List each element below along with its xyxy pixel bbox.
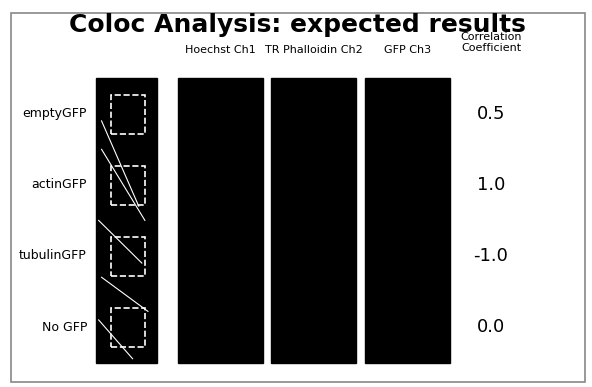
- Bar: [111, 237, 145, 276]
- Text: -1.0: -1.0: [474, 247, 509, 265]
- Bar: [178, 78, 263, 363]
- Text: Coloc Analysis: expected results: Coloc Analysis: expected results: [69, 13, 526, 37]
- FancyBboxPatch shape: [11, 13, 585, 382]
- Text: No GFP: No GFP: [41, 320, 87, 334]
- Text: tubulinGFP: tubulinGFP: [19, 250, 87, 262]
- Text: 0.0: 0.0: [477, 318, 505, 336]
- Bar: [271, 78, 356, 363]
- Text: emptyGFP: emptyGFP: [22, 107, 87, 120]
- Text: 0.5: 0.5: [477, 105, 506, 123]
- Bar: [365, 78, 450, 363]
- Text: 1.0: 1.0: [477, 176, 505, 194]
- Text: GFP Ch3: GFP Ch3: [384, 45, 431, 55]
- Bar: [111, 308, 145, 347]
- Text: Correlation
Coefficient: Correlation Coefficient: [461, 32, 522, 53]
- Bar: [111, 94, 145, 134]
- Text: TR Phalloidin Ch2: TR Phalloidin Ch2: [265, 45, 363, 55]
- Text: Hoechst Ch1: Hoechst Ch1: [185, 45, 256, 55]
- Text: actinGFP: actinGFP: [31, 178, 87, 191]
- Bar: [96, 78, 157, 363]
- Bar: [111, 166, 145, 205]
